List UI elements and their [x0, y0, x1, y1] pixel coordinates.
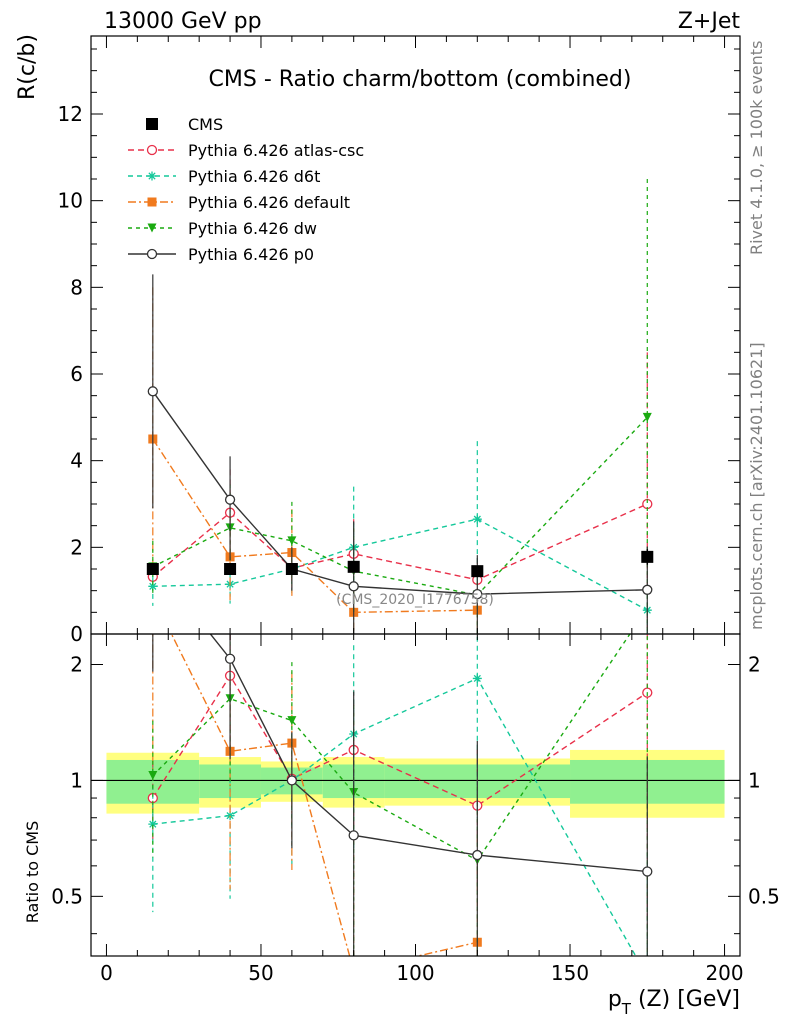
series-2-ratio — [152, 634, 482, 975]
legend-item: Pythia 6.426 atlas-csc — [128, 141, 364, 160]
x-tick-label: 150 — [551, 961, 589, 985]
process-label: Z+Jet — [678, 9, 741, 34]
cms-data — [146, 549, 654, 578]
series-ratio-point — [148, 770, 158, 780]
series-ratio-point — [148, 819, 158, 829]
series-ratio-point — [643, 972, 652, 981]
legend-item: Pythia 6.426 p0 — [128, 245, 314, 264]
series-ratio-line — [152, 674, 648, 807]
series-point — [472, 514, 482, 524]
series-line — [152, 518, 648, 611]
series-ratio-point — [472, 673, 482, 683]
ratio-y-tick-label-right: 2 — [748, 652, 761, 676]
y-tick-label: 8 — [70, 275, 83, 299]
ratio-y-tick-label-right: 1 — [748, 768, 761, 792]
cms-point — [285, 563, 298, 575]
ratio-y-axis-label: Ratio to CMS — [23, 821, 42, 923]
x-axis-label-rest: (Z) [GeV] — [631, 987, 740, 1012]
y-axis-label: R(c/b) — [15, 34, 40, 100]
legend-label: Pythia 6.426 default — [188, 193, 350, 212]
series-ratio-point — [225, 811, 235, 821]
series-point — [287, 536, 297, 546]
ratio-panel: 0 50 100 150 200 0.5 0.5 1 1 2 2 — [51, 633, 780, 985]
legend-item: Pythia 6.426 dw — [128, 219, 317, 238]
x-tick-label: 200 — [705, 961, 743, 985]
legend-marker — [147, 223, 157, 233]
series-line — [152, 390, 648, 595]
legend-label: Pythia 6.426 p0 — [188, 245, 314, 264]
legend-label: Pythia 6.426 d6t — [188, 167, 320, 186]
x-axis-label-main: p — [608, 987, 622, 1012]
ratio-plot-area — [91, 634, 740, 981]
series-4-main — [147, 274, 653, 634]
main-plot-area — [146, 179, 654, 634]
y-tick-label: 10 — [58, 189, 83, 213]
series-ratio-point — [287, 716, 297, 726]
legend-marker — [147, 197, 157, 207]
legend-marker-cms — [146, 118, 158, 130]
x-tick-label: 50 — [248, 961, 273, 985]
cms-point — [224, 563, 237, 575]
series-point — [224, 494, 236, 505]
series-point — [348, 581, 359, 592]
series-line — [152, 503, 648, 581]
series-ratio-point — [348, 830, 359, 841]
cms-point — [146, 563, 159, 575]
energy-label: 13000 GeV pp — [104, 9, 262, 34]
y-tick-label: 4 — [70, 449, 83, 473]
series-ratio-point — [224, 653, 236, 664]
legend: CMS Pythia 6.426 atlas-csc Pythia 6.426 d6… — [128, 115, 364, 264]
ratio-y-tick-label: 0.5 — [51, 884, 83, 908]
y-tick-label: 6 — [70, 362, 83, 386]
series-ratio-line — [209, 634, 648, 873]
legend-item-cms: CMS — [146, 115, 223, 134]
analysis-label: (CMS_2020_I1776758) — [336, 592, 494, 608]
series-point — [472, 588, 483, 600]
y-tick-label: 0 — [70, 622, 83, 646]
legend-label: Pythia 6.426 atlas-csc — [188, 141, 364, 160]
x-axis-label-sub: T — [621, 1000, 632, 1018]
cms-point — [471, 565, 484, 578]
series-ratio-line — [152, 634, 631, 862]
y-tick-label: 2 — [70, 535, 83, 559]
x-axis-label: pT (Z) [GeV] — [608, 987, 740, 1018]
legend-item: Pythia 6.426 default — [128, 193, 350, 212]
x-tick-label: 100 — [396, 961, 434, 985]
legend-label: Pythia 6.426 dw — [188, 219, 317, 238]
series-line — [152, 438, 478, 614]
series-ratio-point — [472, 849, 483, 861]
series-point — [147, 386, 158, 397]
series-point — [642, 412, 652, 422]
series-4-ratio — [152, 634, 653, 956]
series-ratio-point — [349, 966, 358, 975]
series-3-ratio — [148, 634, 648, 956]
main-panel: 0 2 4 6 8 10 12 — [58, 35, 741, 646]
series-ratio-line — [152, 677, 637, 956]
legend-item: Pythia 6.426 d6t — [128, 167, 320, 186]
series-point — [642, 584, 653, 595]
ratio-y-tick-label-right: 0.5 — [748, 884, 780, 908]
legend-label-cms: CMS — [188, 115, 223, 134]
ratio-y-tick-label: 2 — [70, 652, 83, 676]
rivet-label: Rivet 4.1.0, ≥ 100k events — [747, 41, 766, 255]
y-tick-label: 12 — [58, 102, 83, 126]
series-point — [148, 581, 158, 591]
legend-marker — [147, 171, 157, 181]
series-2-main — [148, 287, 482, 634]
ratio-y-tick-label: 1 — [70, 768, 83, 792]
series-ratio-point — [286, 775, 298, 786]
cms-point — [641, 550, 654, 563]
mcplots-label: mcplots.cern.ch [arXiv:2401.10621] — [747, 342, 766, 630]
series-line — [152, 416, 648, 596]
legend-marker — [146, 248, 158, 260]
x-tick-label: 0 — [100, 961, 113, 985]
series-ratio-point — [642, 866, 653, 877]
cms-point — [347, 560, 360, 573]
legend-marker — [146, 144, 158, 156]
chart-title: CMS - Ratio charm/bottom (combined) — [209, 67, 632, 92]
